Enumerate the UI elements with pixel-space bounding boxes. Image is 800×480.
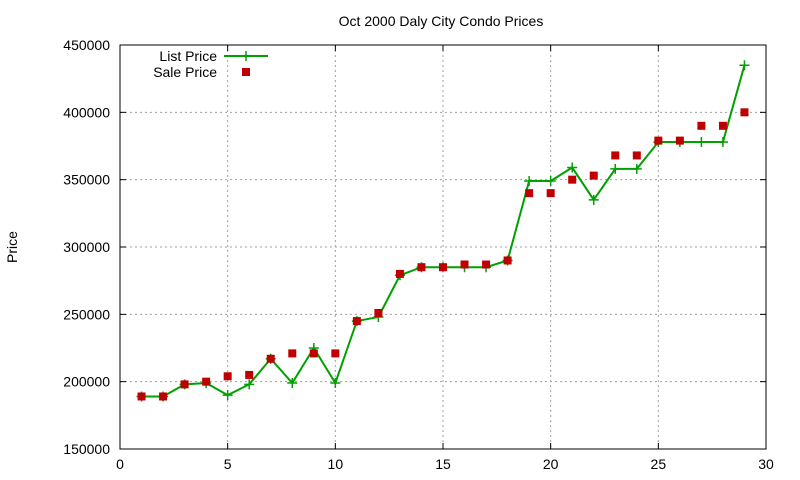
list-price-point	[330, 378, 341, 389]
y-tick-label: 450000	[63, 37, 110, 53]
list-price-point	[610, 163, 621, 174]
list-price-point	[739, 60, 750, 71]
sale-price-point	[395, 269, 404, 278]
x-tick-label: 15	[435, 456, 451, 472]
y-tick-label: 400000	[63, 104, 110, 120]
y-axis-label: Price	[4, 231, 20, 263]
list-price-point	[588, 194, 599, 205]
list-price-point	[567, 162, 578, 173]
sale-price-point	[180, 380, 189, 389]
series-layer	[136, 60, 750, 402]
x-tick-label: 0	[116, 456, 124, 472]
sale-price-point	[611, 151, 620, 160]
sale-price-point	[137, 392, 146, 401]
list-price-point	[631, 163, 642, 174]
x-tick-label: 30	[758, 456, 774, 472]
sale-price-point	[675, 136, 684, 145]
y-tick-label: 150000	[63, 441, 110, 457]
legend-label: List Price	[159, 48, 217, 64]
sale-price-point	[482, 260, 491, 269]
list-price-point	[287, 378, 298, 389]
list-price-point	[717, 136, 728, 147]
x-tick-label: 5	[224, 456, 232, 472]
axis-ticks: 0 5 10 15 20 25 30 150000 200000 250000 300000 3500…	[63, 37, 774, 472]
sale-price-point	[697, 121, 706, 130]
list-price-point	[524, 176, 535, 187]
y-tick-label: 350000	[63, 172, 110, 188]
series-sale-price	[137, 108, 749, 401]
chart-title: Oct 2000 Daly City Condo Prices	[339, 13, 544, 29]
list-price-point	[545, 176, 556, 187]
sale-price-point	[568, 175, 577, 184]
sale-price-point	[589, 171, 598, 180]
sale-price-point	[417, 263, 426, 272]
legend-point-swatch	[242, 68, 250, 76]
sale-price-point	[288, 349, 297, 358]
sale-price-point	[718, 121, 727, 130]
x-tick-label: 10	[328, 456, 344, 472]
sale-price-point	[632, 151, 641, 160]
y-tick-label: 250000	[63, 306, 110, 322]
y-tick-label: 300000	[63, 239, 110, 255]
sale-price-point	[352, 317, 361, 326]
sale-price-point	[223, 372, 232, 381]
sale-price-point	[460, 260, 469, 269]
list-price-point	[696, 136, 707, 147]
sale-price-point	[740, 108, 749, 117]
sale-price-point	[374, 308, 383, 317]
x-tick-label: 25	[651, 456, 667, 472]
sale-price-point	[654, 136, 663, 145]
list-price-point	[222, 390, 233, 401]
sale-price-point	[525, 189, 534, 198]
sale-price-point	[202, 377, 211, 386]
sale-price-point	[546, 189, 555, 198]
sale-price-point	[439, 263, 447, 272]
sale-price-point	[503, 256, 512, 265]
list-price-point	[244, 379, 255, 390]
sale-price-point	[159, 392, 168, 401]
plot-frame	[119, 44, 767, 450]
x-tick-label: 20	[543, 456, 559, 472]
sale-price-point	[266, 354, 275, 363]
y-tick-label: 200000	[63, 374, 110, 390]
legend-point-swatch	[241, 51, 251, 61]
sale-price-point	[245, 370, 254, 379]
sale-price-point	[331, 349, 340, 358]
sale-price-point	[309, 349, 318, 358]
legend-label: Sale Price	[153, 64, 217, 80]
